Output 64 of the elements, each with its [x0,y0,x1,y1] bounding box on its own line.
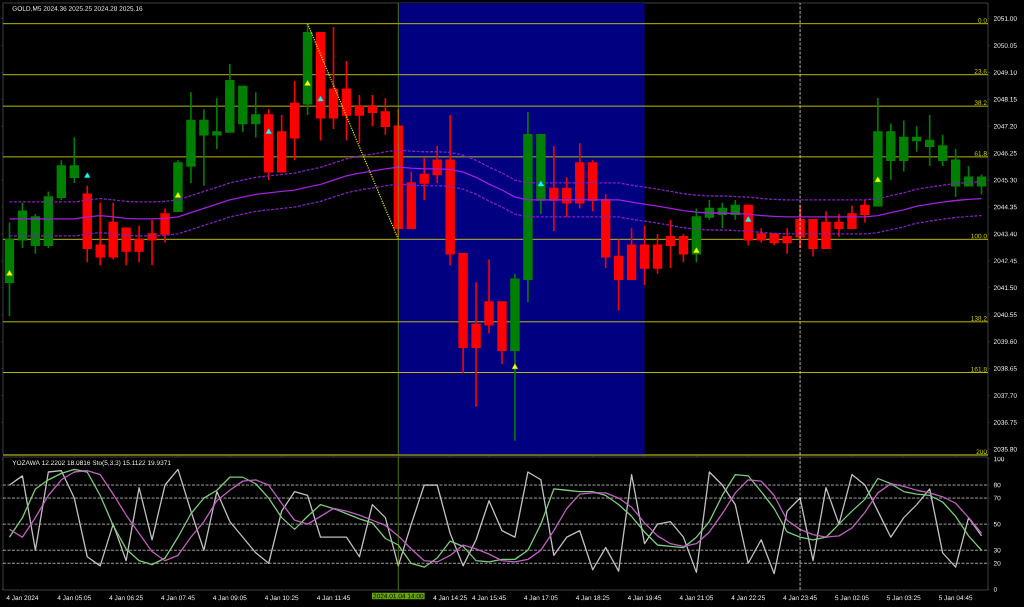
candlestick [108,201,118,261]
candlestick [471,281,481,408]
candlestick [82,184,92,264]
point [745,216,752,222]
candlestick [782,227,792,255]
candlestick [56,159,67,201]
candlestick [834,213,844,238]
point [84,172,91,178]
point [874,176,881,182]
candlestick [769,233,779,247]
candlestick [445,114,455,266]
candlestick [678,233,689,264]
candlestick [860,199,870,224]
candlestick [976,173,987,196]
candlestick [873,97,883,207]
point [265,128,272,134]
point [537,180,544,187]
candlestick [626,227,637,281]
candlestick [276,114,287,173]
candlestick [899,119,909,173]
candlestick [212,97,222,150]
candlestick [821,210,831,249]
candlestick [238,85,248,133]
candlestick [264,108,274,181]
candlestick [225,63,235,133]
candlestick [575,142,585,210]
candlestick [484,258,494,334]
candlestick [937,133,948,167]
candlestick [652,233,663,275]
point [693,247,700,253]
candlestick [315,31,326,142]
candlestick [536,133,546,215]
candlestick [186,91,196,184]
candlestick [199,108,209,187]
candlestick [95,201,105,266]
candlestick [419,156,429,201]
candlestick [912,125,922,153]
candlestick [639,224,650,286]
candlestick [588,159,598,213]
candlestick [458,252,468,374]
candlestick [886,122,896,181]
candlestick [251,91,261,139]
candlestick [549,145,559,232]
candlestick [69,136,79,184]
candlestick [963,165,974,187]
candlestick [523,111,533,303]
point [6,270,13,276]
candlestick [432,145,442,184]
candlestick [121,227,131,266]
point [511,363,518,369]
candlestick [380,97,391,136]
point [304,80,311,86]
point [317,95,324,102]
candlestick [950,148,961,198]
candlestick [173,159,183,213]
candlestick [134,224,144,264]
candlestick [302,23,313,116]
candlestick [510,272,520,442]
candlestick [497,301,507,366]
candlestick [160,207,170,244]
candlestick [756,227,766,244]
candlestick [808,218,818,258]
candlestick [406,170,416,230]
point [175,192,181,198]
